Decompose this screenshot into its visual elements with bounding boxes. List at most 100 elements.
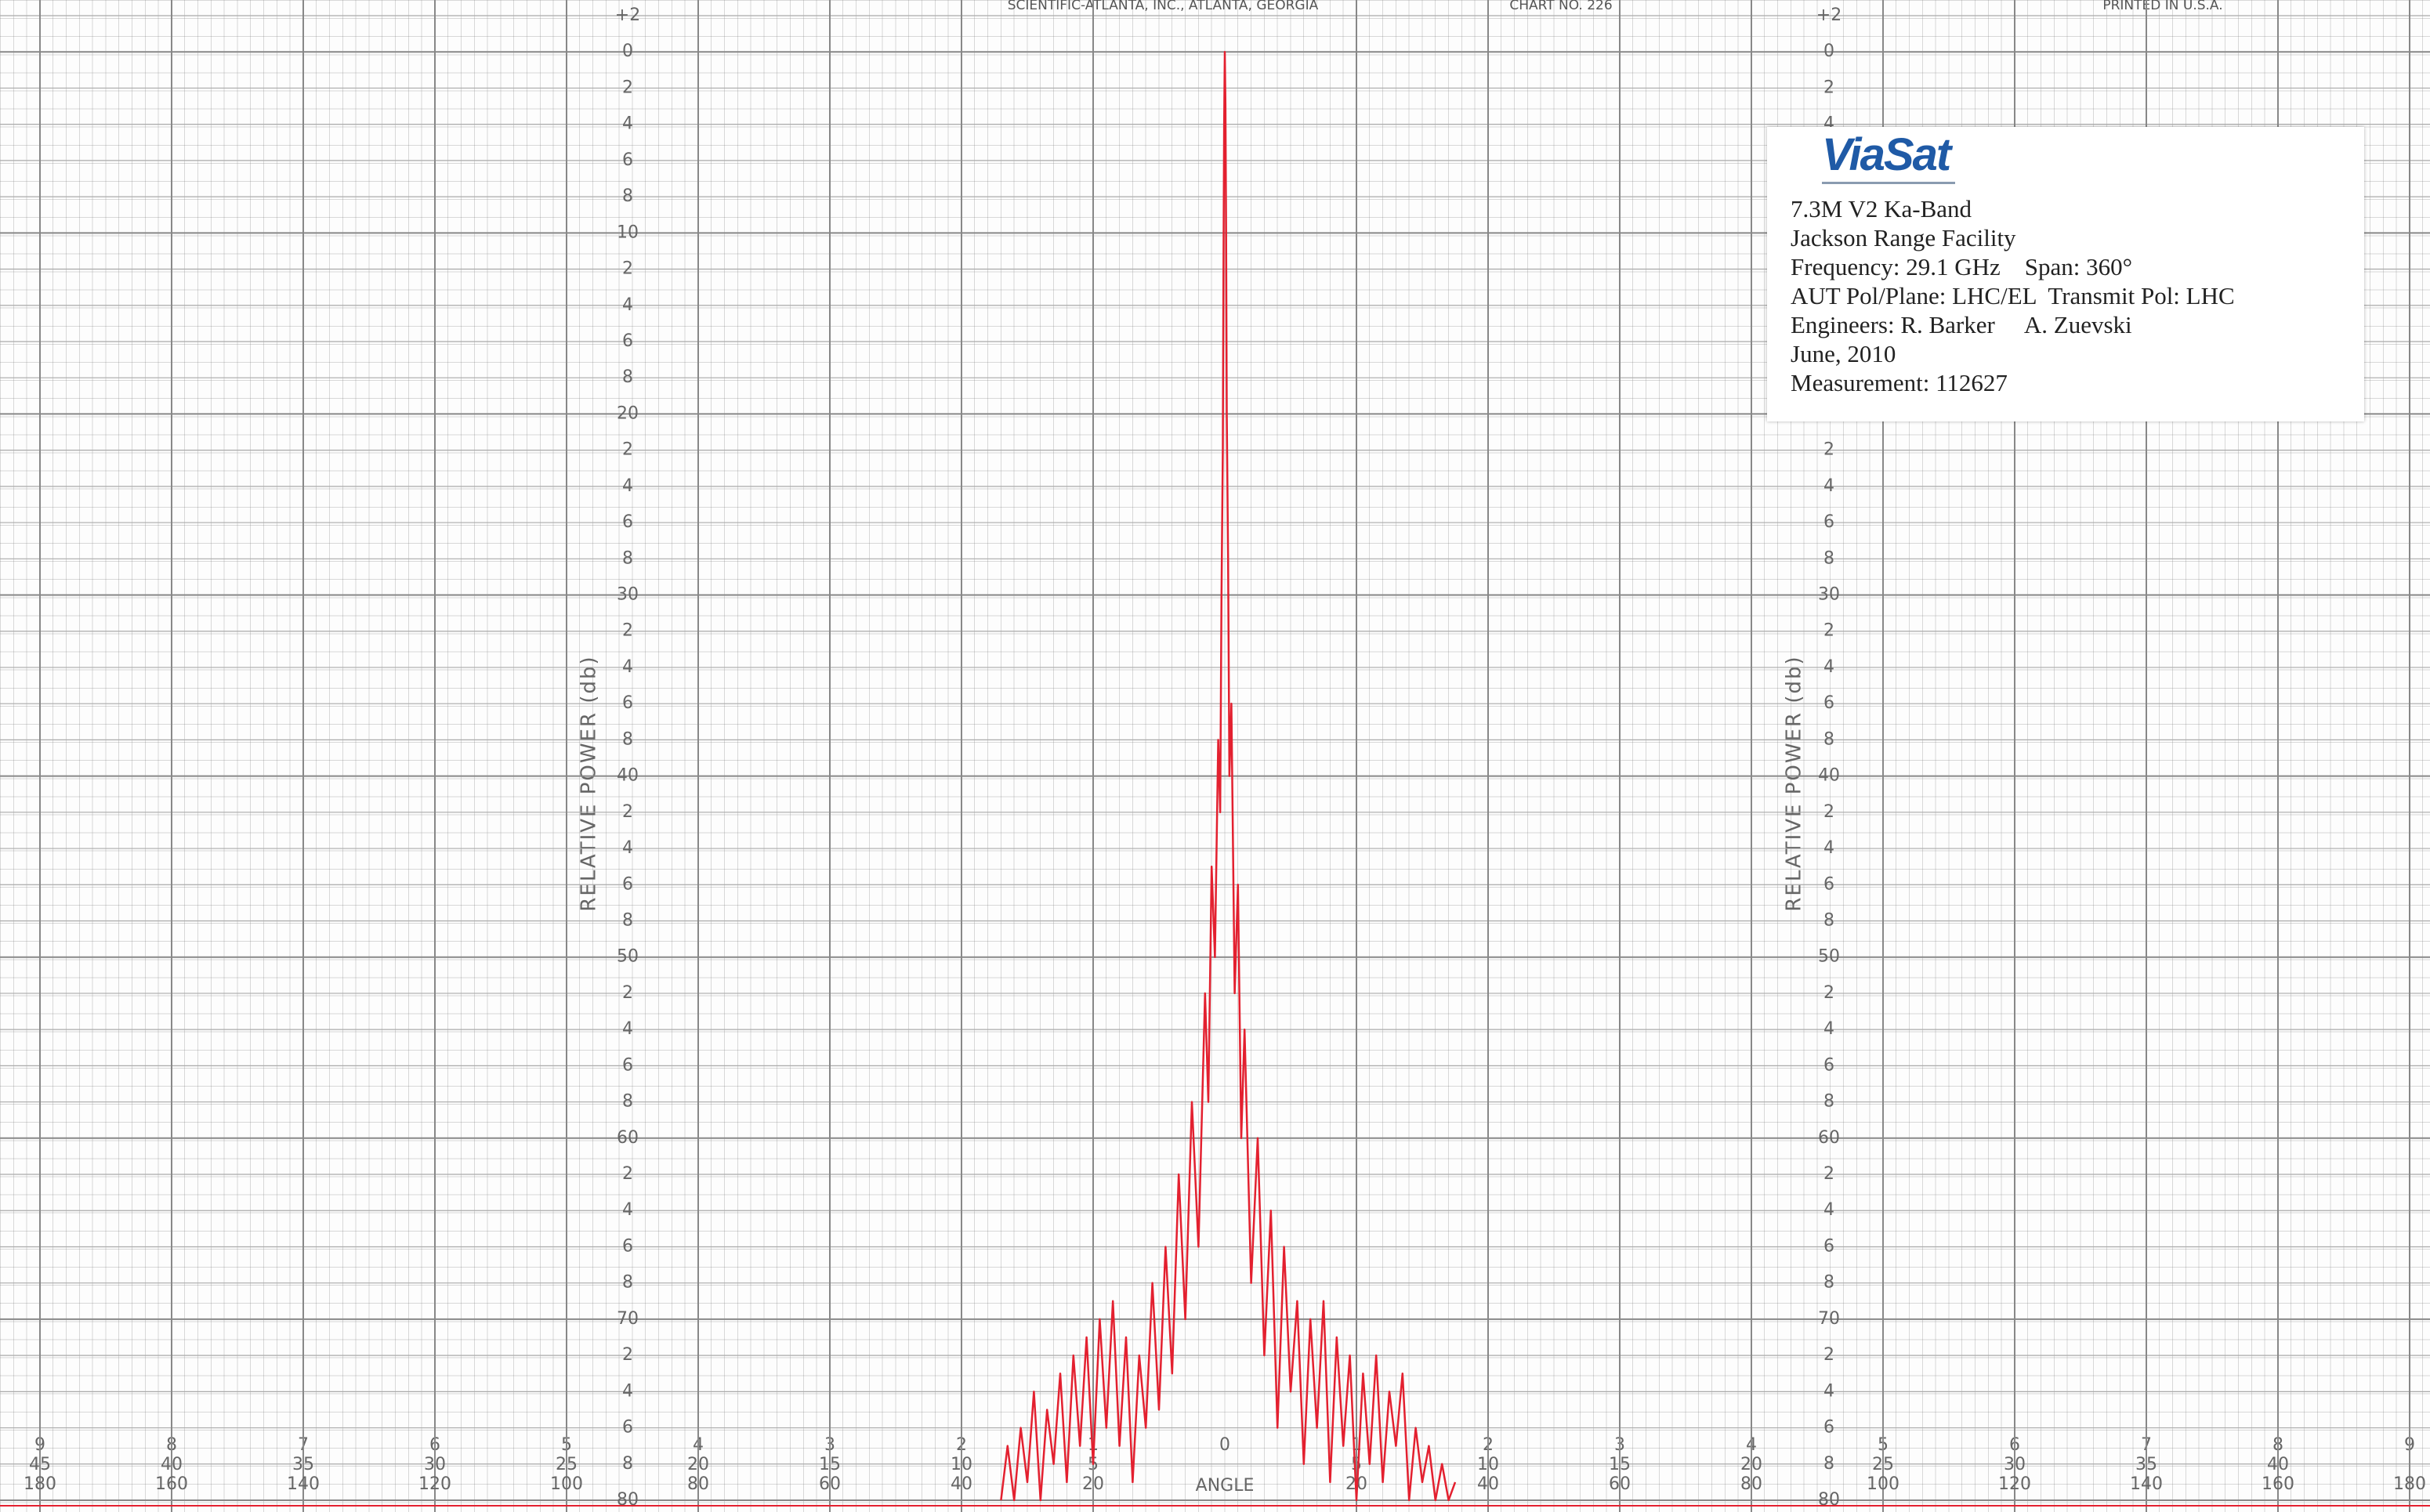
x-tick-label: 160 [2262,1474,2294,1494]
y-tick-label: 4 [1823,476,1834,496]
y-tick-label: 2 [622,259,633,279]
y-tick-label: 2 [1823,78,1834,97]
y-tick-label: 2 [1823,1164,1834,1184]
y-tick-label: 8 [622,1273,633,1293]
y-tick-label: 8 [1823,1454,1834,1474]
y-tick-label: 6 [1823,1236,1834,1256]
y-tick-label: 4 [622,657,633,677]
y-tick-label: 2 [622,78,633,97]
y-tick-label: 40 [617,766,639,786]
y-tick-label: 4 [622,295,633,315]
y-tick-label: 2 [1823,440,1834,460]
y-tick-label: 2 [1823,983,1834,1003]
x-tick-label: 120 [1998,1474,2031,1494]
y-tick-label: 80 [1818,1490,1840,1510]
y-tick-label: 4 [1823,838,1834,858]
y-tick-label: 70 [617,1309,639,1329]
x-tick-label: 0 [1219,1435,1230,1455]
y-tick-label: 2 [1823,621,1834,641]
x-tick-label: 80 [1740,1474,1762,1494]
pattern-trace [1000,50,1457,1502]
info-box: ViaSat 7.3M V2 Ka-Band Jackson Range Faci… [1767,127,2364,421]
y-tick-label: 80 [617,1490,639,1510]
y-tick-label: 6 [622,1418,633,1438]
y-tick-label: 8 [622,548,633,568]
y-tick-label: 8 [1823,910,1834,930]
y-tick-label: 8 [1823,548,1834,568]
y-tick-label: 6 [622,331,633,351]
y-tick-label: 6 [622,150,633,170]
y-tick-label: 4 [622,1200,633,1220]
printed-note: PRINTED IN U.S.A. [2102,0,2222,13]
y-tick-label: 2 [622,1164,633,1184]
y-tick-label: 0 [622,42,633,61]
y-tick-label: 8 [622,1092,633,1112]
y-tick-label: 8 [1823,1092,1834,1112]
y-axis-label: RELATIVE POWER (db) [578,655,601,911]
y-tick-label: 6 [622,512,633,532]
y-tick-label: 2 [622,802,633,822]
y-tick-label: 8 [622,729,633,749]
y-tick-label: 8 [1823,1273,1834,1293]
y-tick-label: 50 [1818,947,1840,967]
y-tick-label: 30 [1818,585,1840,605]
y-tick-label: 40 [1818,766,1840,786]
x-tick-label: 140 [287,1474,320,1494]
y-tick-label: 4 [1823,1200,1834,1220]
x-tick-label: 40 [1477,1474,1499,1494]
y-tick-label: +2 [615,5,640,25]
x-tick-label: 40 [951,1474,972,1494]
y-tick-label: 2 [622,440,633,460]
y-tick-label: 6 [1823,1055,1834,1075]
y-tick-label: +2 [1816,5,1842,25]
x-tick-label: 180 [2393,1474,2426,1494]
y-tick-label: 8 [622,186,633,206]
y-tick-label: 8 [1823,729,1834,749]
logo-underline [1822,182,1955,184]
y-tick-label: 6 [1823,1418,1834,1438]
x-tick-label: 100 [550,1474,583,1494]
info-lines: 7.3M V2 Ka-Band Jackson Range Facility Fre… [1791,194,2235,397]
y-tick-label: 6 [622,874,633,894]
x-tick-label: 60 [819,1474,841,1494]
y-tick-label: 4 [1823,657,1834,677]
x-tick-label: 180 [24,1474,56,1494]
y-tick-label: 70 [1818,1309,1840,1329]
y-tick-label: 0 [1823,42,1834,61]
y-tick-label: 4 [1823,1381,1834,1401]
info-line: Measurement: 112627 [1791,369,2008,396]
x-tick-label: 60 [1609,1474,1631,1494]
x-tick-label: 80 [687,1474,709,1494]
y-tick-label: 8 [622,910,633,930]
info-line: 7.3M V2 Ka-Band [1791,195,1972,222]
y-tick-label: 8 [622,367,633,387]
y-tick-label: 4 [622,476,633,496]
info-line: Frequency: 29.1 GHz Span: 360° [1791,253,2132,280]
y-tick-label: 60 [617,1128,639,1148]
chart-number: CHART NO. 226 [1509,0,1612,13]
y-tick-label: 60 [1818,1128,1840,1148]
x-tick-label: 160 [155,1474,188,1494]
y-tick-label: 6 [622,693,633,713]
y-tick-label: 6 [1823,874,1834,894]
info-line: Engineers: R. Barker A. Zuevski [1791,311,2132,338]
publisher: SCIENTIFIC-ATLANTA, INC., ATLANTA, GEORG… [1008,0,1319,13]
y-tick-label: 50 [617,947,639,967]
info-line: June, 2010 [1791,340,1896,367]
y-tick-label: 2 [622,1345,633,1365]
x-axis-label: ANGLE [1196,1476,1255,1496]
y-tick-label: 2 [622,621,633,641]
y-tick-label: 6 [622,1055,633,1075]
x-tick-label: 140 [2130,1474,2163,1494]
y-tick-label: 4 [622,1019,633,1039]
y-tick-label: 4 [1823,1019,1834,1039]
info-line: Jackson Range Facility [1791,224,2016,251]
logo: ViaSat [1822,129,1951,180]
y-axis-label: RELATIVE POWER (db) [1783,655,1806,911]
x-tick-label: 120 [418,1474,451,1494]
y-tick-label: 4 [622,838,633,858]
y-tick-label: 2 [1823,802,1834,822]
y-tick-label: 6 [1823,512,1834,532]
